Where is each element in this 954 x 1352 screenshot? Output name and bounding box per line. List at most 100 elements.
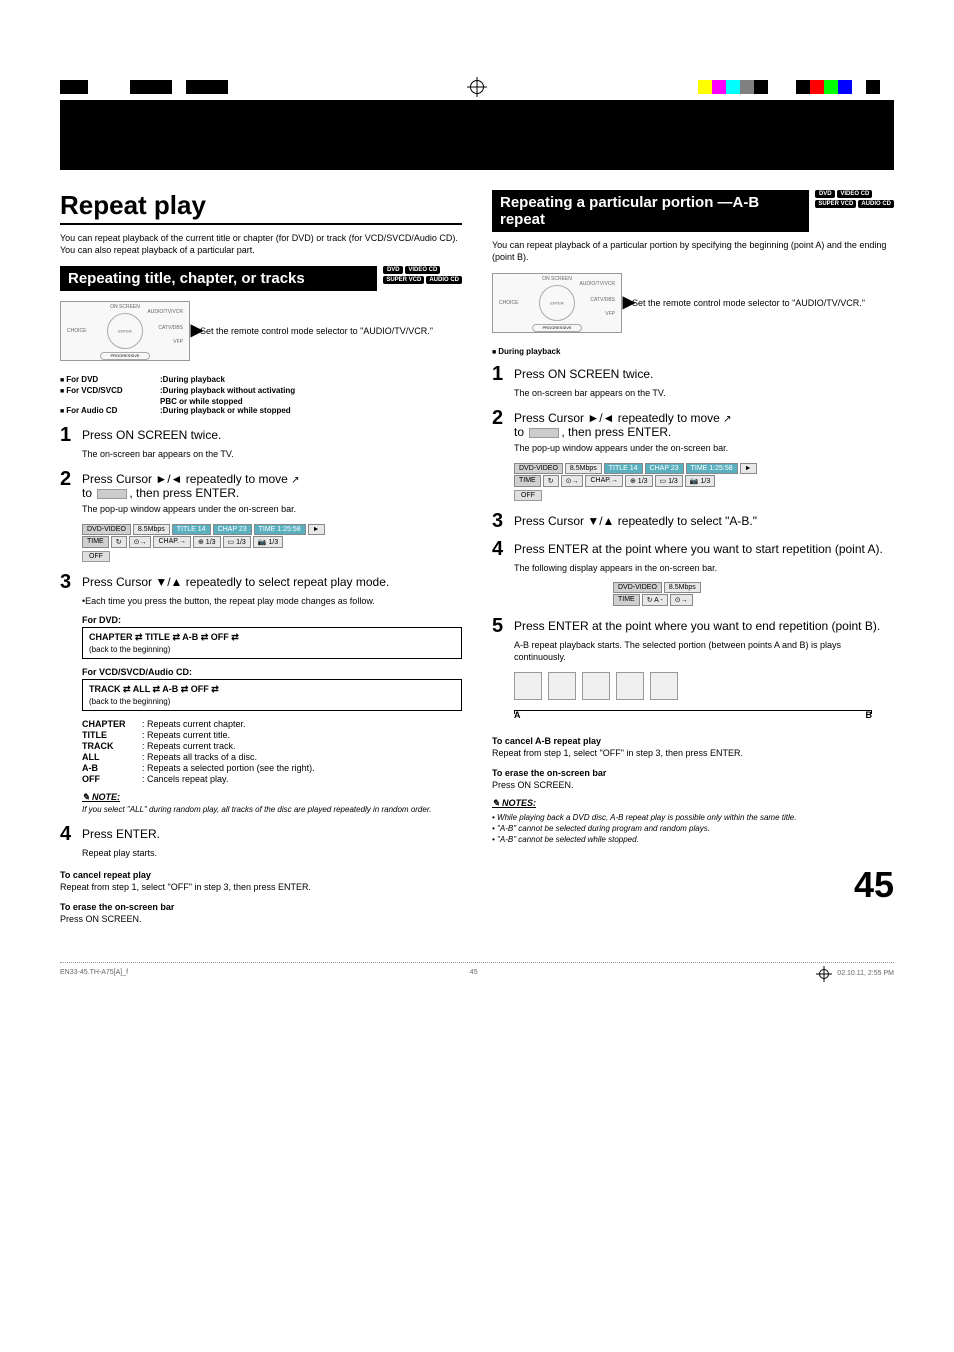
step-2-text: Press Cursor ►/◄ repeatedly to move to ,…: [82, 469, 462, 500]
registration-swatch: [810, 80, 824, 94]
format-badge: AUDIO CD: [858, 200, 894, 208]
for-vcd-heading: For VCD/SVCD/Audio CD:: [82, 667, 462, 677]
for-dvd-heading: For DVD:: [82, 615, 462, 625]
cancel-repeat-heading: To cancel repeat play: [60, 870, 462, 880]
format-badge: DVD: [815, 190, 835, 198]
ab-frame: [650, 672, 678, 700]
registration-swatch: [200, 80, 214, 94]
format-badge: AUDIO CD: [426, 276, 462, 284]
crosshair-icon: [819, 969, 829, 979]
remote-instruction-text: Set the remote control mode selector to …: [200, 326, 462, 336]
crosshair-icon: [470, 80, 484, 94]
remote-dpad: ENTER: [107, 313, 143, 349]
r-step-5-text: Press ENTER at the point where you want …: [514, 616, 894, 633]
r-step-1-text: Press ON SCREEN twice.: [514, 364, 894, 381]
osd-cell: DVD-VIDEO: [514, 463, 563, 474]
osd-cell: TIME: [82, 536, 109, 548]
step-4: 4 Press ENTER.: [60, 824, 462, 844]
format-badge: VIDEO CD: [405, 266, 440, 274]
osd-cell: CHAP 23: [213, 524, 252, 535]
right-intro: You can repeat playback of a particular …: [492, 240, 894, 263]
registration-swatch: [726, 80, 740, 94]
remote-label-audio: AUDIO/TV/VCR: [147, 309, 183, 315]
footer: EN33-45.TH-A75[A]_f 45 02.10.11, 2:55 PM: [60, 962, 894, 979]
registration-swatch: [698, 80, 712, 94]
step-1: 1 Press ON SCREEN twice.: [60, 425, 462, 445]
remote-label-onscreen: ON SCREEN: [110, 304, 140, 310]
note-text: If you select "ALL" during random play, …: [82, 805, 462, 815]
registration-swatch: [242, 80, 256, 94]
dvd-modes: CHAPTER ⇄ TITLE ⇄ A-B ⇄ OFF ⇄: [89, 632, 455, 643]
ab-frame: [548, 672, 576, 700]
erase-bar-heading-r: To erase the on-screen bar: [492, 768, 894, 778]
intro-text: You can repeat playback of the current t…: [60, 233, 462, 256]
left-column: Repeat play You can repeat playback of t…: [60, 190, 462, 932]
cursor-icon: [291, 472, 301, 486]
osd-cell: ↻ A -: [642, 594, 668, 606]
osd-cell: CHAP.→: [585, 475, 623, 487]
repeat-mode-icon: [529, 428, 559, 438]
format-badge: VIDEO CD: [837, 190, 872, 198]
note-item: "A-B" cannot be selected during program …: [492, 824, 894, 833]
step-4-text: Press ENTER.: [82, 824, 462, 841]
note-item: "A-B" cannot be selected while stopped.: [492, 835, 894, 844]
r-step-3-text: Press Cursor ▼/▲ repeatedly to select "A…: [514, 511, 894, 528]
definition-label: For DVD: [60, 375, 160, 384]
definition-value: :During playback or while stopped: [160, 406, 462, 415]
remote-arrow-icon: ▶: [623, 292, 635, 312]
remote-label-choice: CHOICE: [67, 328, 86, 334]
dvd-mode-box: CHAPTER ⇄ TITLE ⇄ A-B ⇄ OFF ⇄ (back to t…: [82, 627, 462, 659]
step-1-text: Press ON SCREEN twice.: [82, 425, 462, 442]
osd-cell: TIME 1:25:58: [254, 524, 306, 535]
remote-instruction-text-right: Set the remote control mode selector to …: [632, 298, 894, 308]
glossary-desc: : Cancels repeat play.: [142, 774, 228, 784]
osd-cell: 8.5Mbps: [133, 524, 170, 535]
dvd-back-text: (back to the beginning): [89, 645, 455, 654]
registration-swatch: [866, 80, 880, 94]
main-title: Repeat play: [60, 190, 462, 225]
format-badge: DVD: [383, 266, 403, 274]
footer-filename: EN33-45.TH-A75[A]_f: [60, 969, 128, 979]
note-item: While playing back a DVD disc, A-B repea…: [492, 813, 894, 822]
glossary: CHAPTER: Repeats current chapter.TITLE: …: [82, 719, 462, 784]
repeat-mode-icon: [97, 489, 127, 499]
glossary-term: TITLE: [82, 730, 142, 740]
remote-diagram-right: ON SCREEN CHOICE AUDIO/TV/VCR CATV/DBS V…: [492, 273, 622, 333]
page-number: 45: [492, 864, 894, 906]
osd-cell: ▭ 1/3: [655, 475, 683, 487]
registration-swatch: [796, 80, 810, 94]
format-badge: SUPER VCD: [383, 276, 424, 284]
osd-display-1: DVD-VIDEO8.5MbpsTITLE 14CHAP 23TIME 1:25…: [82, 524, 462, 562]
remote-diagram: ON SCREEN CHOICE AUDIO/TV/VCR CATV/DBS V…: [60, 301, 190, 361]
section-header-left: Repeating title, chapter, or tracks DVDV…: [60, 266, 462, 291]
ab-frame: [616, 672, 644, 700]
registration-swatch: [102, 80, 116, 94]
definition-label: For VCD/SVCD: [60, 386, 160, 395]
ab-frame: [514, 672, 542, 700]
definition-value: :During playback: [160, 375, 462, 384]
during-playback-heading: During playback: [492, 347, 894, 356]
glossary-desc: : Repeats current title.: [142, 730, 230, 740]
step-4-sub: Repeat play starts.: [82, 848, 462, 860]
ab-repeat-diagram: [514, 672, 894, 700]
cancel-ab-heading: To cancel A-B repeat play: [492, 736, 894, 746]
glossary-desc: : Repeats a selected portion (see the ri…: [142, 763, 315, 773]
registration-swatch: [116, 80, 130, 94]
r-step-4-text: Press ENTER at the point where you want …: [514, 539, 894, 556]
registration-swatch: [880, 80, 894, 94]
remote-control-box: ON SCREEN CHOICE AUDIO/TV/VCR CATV/DBS V…: [60, 301, 462, 361]
osd-cell: ►: [740, 463, 757, 474]
section-title-right: Repeating a particular portion —A-B repe…: [492, 190, 809, 232]
note-label: ✎ NOTE:: [82, 792, 462, 803]
definition-label: For Audio CD: [60, 406, 160, 415]
cancel-ab-text: Repeat from step 1, select "OFF" in step…: [492, 748, 894, 758]
right-column: Repeating a particular portion —A-B repe…: [492, 190, 894, 932]
remote-control-box-right: ON SCREEN CHOICE AUDIO/TV/VCR CATV/DBS V…: [492, 273, 894, 333]
osd-cell: ►: [308, 524, 325, 535]
registration-swatch: [74, 80, 88, 94]
section-header-right: Repeating a particular portion —A-B repe…: [492, 190, 894, 232]
remote-label-progressive: PROGRESSIVE: [100, 352, 150, 360]
glossary-term: ALL: [82, 752, 142, 762]
remote-arrow-icon: ▶: [191, 320, 203, 340]
osd-cell: TIME 1:25:58: [686, 463, 738, 474]
